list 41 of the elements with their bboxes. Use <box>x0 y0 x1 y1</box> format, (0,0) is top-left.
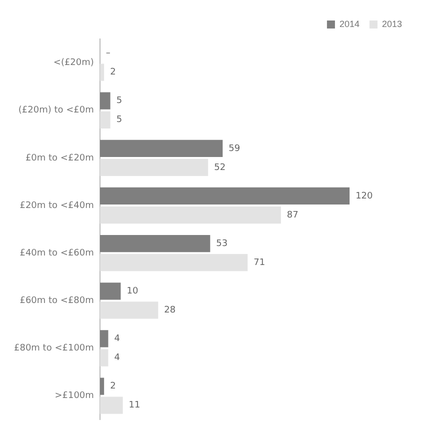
data-label: 59 <box>228 144 240 154</box>
data-label: 28 <box>164 306 176 316</box>
text: – <box>106 48 110 59</box>
bar <box>100 396 123 414</box>
data-label: 2 <box>110 382 116 392</box>
bar <box>100 92 110 110</box>
y-tick-label: £60m to <£80m <box>20 296 94 306</box>
bar <box>100 330 108 348</box>
data-label: 53 <box>216 238 228 249</box>
data-label: 52 <box>214 162 226 173</box>
bar <box>100 378 104 395</box>
bar <box>100 206 281 224</box>
bar <box>100 140 223 157</box>
bar <box>100 111 110 128</box>
data-label: 10 <box>126 286 138 296</box>
y-tick-label: £80m to <£100m <box>14 344 94 354</box>
data-label: 4 <box>114 353 120 364</box>
bar <box>100 302 158 319</box>
bar <box>100 64 104 81</box>
legend-label: 2014 <box>339 18 360 29</box>
y-tick-label: >£100m <box>54 391 94 402</box>
data-label: 120 <box>356 191 374 202</box>
bar <box>100 187 350 205</box>
legend-label: 2013 <box>382 18 402 29</box>
bar <box>100 349 108 366</box>
data-label: 71 <box>254 258 266 268</box>
y-tick-label: (£20m) to <£0m <box>18 106 94 116</box>
bar <box>100 282 121 300</box>
data-label: 87 <box>286 210 298 220</box>
data-label: 4 <box>114 334 120 344</box>
bar <box>100 158 208 176</box>
bar <box>100 235 210 252</box>
y-tick-label: £0m to <£20m <box>25 153 94 164</box>
y-tick-label: £40m to <£60m <box>20 248 94 258</box>
bar <box>100 254 248 272</box>
data-label: 2 <box>110 68 116 78</box>
y-tick-label: <(£20m) <box>53 58 94 68</box>
data-label: 5 <box>116 96 122 106</box>
data-label: 5 <box>116 115 122 126</box>
y-tick-label: £20m to <£40m <box>20 200 94 211</box>
data-label: 11 <box>128 400 140 411</box>
